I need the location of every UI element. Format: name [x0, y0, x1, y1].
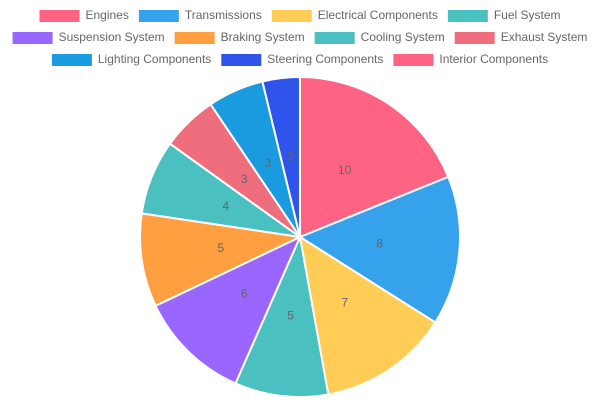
data-label: 10 [338, 163, 352, 177]
legend-label: Electrical Components [318, 8, 438, 22]
legend-label: Suspension System [59, 30, 165, 44]
data-label: 5 [218, 241, 225, 255]
data-label: 8 [376, 236, 383, 250]
legend-swatch [393, 54, 434, 66]
pie-slice [154, 234, 303, 385]
legend-item[interactable]: Braking System [174, 30, 305, 44]
legend-swatch [454, 32, 495, 44]
data-label: 3 [241, 172, 248, 186]
data-label: 5 [287, 309, 294, 323]
data-label: 3 [264, 156, 271, 170]
legend-item[interactable]: Fuel System [447, 8, 561, 22]
legend-item[interactable]: Exhaust System [454, 30, 588, 44]
legend-label: Braking System [221, 30, 305, 44]
legend-swatch [221, 54, 262, 66]
pie-slice [261, 75, 301, 238]
legend-label: Interior Components [439, 52, 548, 66]
legend-label: Cooling System [361, 30, 445, 44]
legend-swatch [12, 32, 53, 44]
legend-swatch [271, 10, 312, 22]
legend-item[interactable]: Steering Components [221, 52, 383, 66]
legend-label: Transmissions [185, 8, 262, 22]
legend-item[interactable]: Engines [39, 8, 129, 22]
data-label: 7 [341, 296, 348, 310]
legend-item[interactable]: Lighting Components [51, 52, 211, 66]
legend-swatch [39, 10, 80, 22]
data-label: 6 [241, 287, 248, 301]
legend-item[interactable]: Transmissions [138, 8, 262, 22]
legend-label: Fuel System [494, 8, 561, 22]
legend-label: Exhaust System [501, 30, 588, 44]
legend-item[interactable]: Suspension System [12, 30, 165, 44]
pie-slice [297, 175, 461, 324]
legend-label: Engines [85, 8, 128, 22]
legend-item[interactable]: Cooling System [314, 30, 445, 44]
legend-swatch [51, 54, 92, 66]
data-label: 4 [223, 199, 230, 213]
legend-item[interactable]: Electrical Components [271, 8, 438, 22]
legend-item[interactable]: Interior Components [393, 52, 548, 66]
data-label: 2 [287, 150, 294, 164]
legend-swatch [174, 32, 215, 44]
legend-swatch [314, 32, 355, 44]
pie-slice [234, 233, 330, 398]
pie-slice [299, 75, 450, 239]
pie-slice [298, 234, 437, 396]
legend-swatch [138, 10, 179, 22]
legend-swatch [447, 10, 488, 22]
legend-label: Steering Components [267, 52, 383, 66]
pie-slice [139, 212, 304, 308]
legend-label: Lighting Components [98, 52, 211, 66]
